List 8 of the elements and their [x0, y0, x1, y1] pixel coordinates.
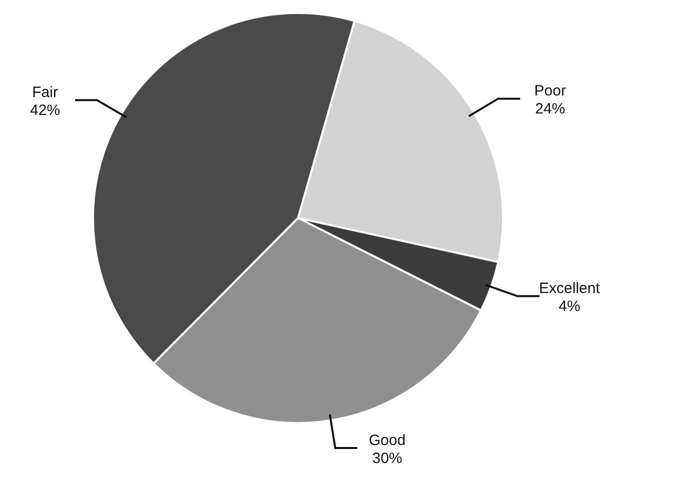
data-label: 24%: [535, 100, 566, 118]
slice-label: Poor: [534, 82, 566, 100]
slice-label: Good: [368, 432, 406, 450]
data-label: 30%: [372, 450, 402, 468]
slice-label: Excellent: [539, 280, 601, 298]
data-label: 42%: [30, 102, 60, 120]
slice-label: Fair: [32, 84, 58, 102]
data-label: 4%: [558, 298, 580, 316]
